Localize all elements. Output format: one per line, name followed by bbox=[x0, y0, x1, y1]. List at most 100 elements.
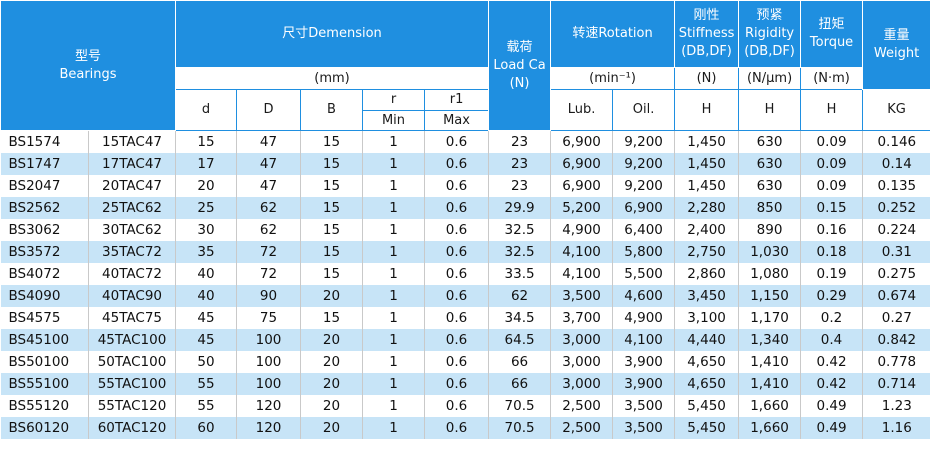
header-text: 重量 bbox=[883, 28, 910, 43]
table-cell: 62 bbox=[236, 197, 301, 219]
table-cell: 25TAC62 bbox=[87, 197, 176, 219]
table-cell: 40 bbox=[175, 285, 237, 307]
table-cell: 100 bbox=[236, 351, 301, 373]
header-cell: 刚性 Stiffness (DB,DF) bbox=[674, 0, 740, 68]
table-cell: 20 bbox=[300, 329, 363, 351]
table-cell: 1,030 bbox=[738, 241, 801, 263]
table-row: BS3062 30TAC62 30 62 15 1 0.6 32.5 4,900 6,400 2,4… bbox=[1, 219, 930, 241]
table-cell: 4,100 bbox=[550, 263, 613, 285]
table-row: BS4090 40TAC90 40 90 20 1 0.6 62 3,500 4,600 3,450… bbox=[0, 285, 930, 307]
table-cell: 1,660 bbox=[738, 395, 801, 417]
table-cell: 2,280 bbox=[674, 197, 739, 219]
table-cell: BS3062 bbox=[8, 222, 61, 238]
table-cell: 6,900 bbox=[550, 175, 613, 197]
header-cell: (mm) bbox=[175, 67, 490, 90]
header-text: 转速Rotation bbox=[572, 26, 653, 41]
table-cell: 15 bbox=[300, 175, 363, 197]
table-row: BS60120 60TAC120 60 120 20 1 0.6 70.5 2,500 3,500… bbox=[0, 417, 930, 439]
table-cell: 0.49 bbox=[800, 417, 863, 439]
table-cell: 47 bbox=[236, 130, 301, 153]
table-cell: 3,000 bbox=[550, 373, 613, 395]
table-cell: 20 bbox=[300, 373, 363, 395]
table-cell: 0.6 bbox=[424, 395, 489, 417]
header-text: 载荷 bbox=[506, 39, 533, 55]
table-cell: BS55100 bbox=[0, 373, 89, 395]
table-cell: 1 bbox=[362, 395, 425, 417]
header-cell: 预紧 Rigidity (DB,DF) bbox=[738, 0, 802, 68]
header-cell: 尺寸Demension bbox=[175, 0, 490, 68]
table-cell: 0.275 bbox=[862, 263, 930, 285]
table-cell: 55TAC100 bbox=[87, 373, 176, 395]
header-cell: Oil. bbox=[612, 89, 676, 131]
table-cell: 32.5 bbox=[488, 219, 551, 241]
table-cell: 0.19 bbox=[800, 263, 863, 285]
table-cell: 100 bbox=[236, 329, 301, 351]
table-cell: 20 bbox=[300, 417, 363, 439]
table-cell: 72 bbox=[236, 241, 301, 263]
table-cell: 75 bbox=[236, 307, 301, 329]
table-cell: 1 bbox=[362, 285, 425, 307]
table-cell: 32.5 bbox=[488, 241, 551, 263]
table-row: BS4072 40TAC72 40 72 15 1 0.6 33.5 4,100 5,500 2,8… bbox=[1, 263, 930, 285]
table-cell: 45TAC75 bbox=[87, 307, 176, 329]
table-cell: 0.4 bbox=[800, 329, 863, 351]
table-row: BS50100 50TAC100 50 100 20 1 0.6 66 3,000 3,900 4,… bbox=[1, 351, 930, 373]
table-cell: 4,100 bbox=[612, 329, 675, 351]
table-cell: 33.5 bbox=[488, 263, 551, 285]
header-text: Load Ca bbox=[493, 57, 546, 73]
table-cell: 0.252 bbox=[862, 197, 930, 219]
table-cell: 1 bbox=[362, 130, 425, 153]
table-cell: 20 bbox=[300, 351, 363, 373]
table-cell: 3,500 bbox=[550, 285, 613, 307]
header-text: (DB,DF) bbox=[744, 44, 795, 59]
header-text: 型号 bbox=[75, 48, 102, 64]
header-cell: Min bbox=[362, 110, 426, 131]
table-cell: 1,410 bbox=[738, 351, 801, 373]
table-cell: 0.6 bbox=[424, 219, 489, 241]
table-cell: 4,900 bbox=[550, 219, 613, 241]
header-cell: KG bbox=[862, 89, 930, 131]
table-cell: 20 bbox=[300, 395, 363, 417]
header-cell: H bbox=[674, 89, 740, 131]
table-cell: 1 bbox=[362, 241, 425, 263]
table-cell: 0.6 bbox=[424, 373, 489, 395]
table-cell: 3,700 bbox=[550, 307, 613, 329]
table-cell: 0.224 bbox=[862, 219, 930, 241]
table-cell: 4,900 bbox=[612, 307, 675, 329]
table-cell: 35 bbox=[175, 241, 237, 263]
table-cell: BS45100 bbox=[0, 329, 89, 351]
table-header: 型号 Bearings 尺寸Demension 载荷 Load Ca (N) 转速Ro… bbox=[0, 0, 930, 131]
table-cell: 1,080 bbox=[738, 263, 801, 285]
table-cell: 3,000 bbox=[550, 329, 613, 351]
table-cell: 5,500 bbox=[612, 263, 675, 285]
table-cell: 1,170 bbox=[738, 307, 801, 329]
table-cell: 55TAC120 bbox=[87, 395, 176, 417]
table-cell: 5,450 bbox=[674, 395, 739, 417]
table-cell: 1.16 bbox=[862, 417, 930, 439]
header-text: Weight bbox=[873, 46, 920, 61]
header-cell: d bbox=[175, 89, 238, 131]
table-cell: 55 bbox=[175, 373, 237, 395]
header-text: 刚性 bbox=[693, 8, 720, 23]
header-cell: B bbox=[300, 89, 364, 131]
table-cell: 17TAC47 bbox=[87, 153, 176, 175]
table-cell: 0.6 bbox=[424, 263, 489, 285]
table-cell: 100 bbox=[236, 373, 301, 395]
header-text: (N) bbox=[509, 75, 530, 91]
table-cell: 2,500 bbox=[550, 395, 613, 417]
table-cell: 29.9 bbox=[488, 197, 551, 219]
table-cell: 6,900 bbox=[612, 197, 675, 219]
table-cell: 4,440 bbox=[674, 329, 739, 351]
table-cell: 3,100 bbox=[674, 307, 739, 329]
table-cell: BS60120 bbox=[0, 417, 89, 439]
table-cell: 60TAC120 bbox=[87, 417, 176, 439]
table-cell: 70.5 bbox=[488, 395, 551, 417]
table-row: BS55100 55TAC100 55 100 20 1 0.6 66 3,000 3,900 4,… bbox=[0, 373, 930, 395]
table-cell: 15 bbox=[300, 197, 363, 219]
table-cell: BS4575 bbox=[8, 310, 61, 326]
table-cell: 1 bbox=[362, 175, 425, 197]
table-cell: 2,500 bbox=[550, 417, 613, 439]
table-cell: 3,450 bbox=[674, 285, 739, 307]
table-cell: 23 bbox=[488, 153, 551, 175]
table-cell: 1 bbox=[362, 307, 425, 329]
